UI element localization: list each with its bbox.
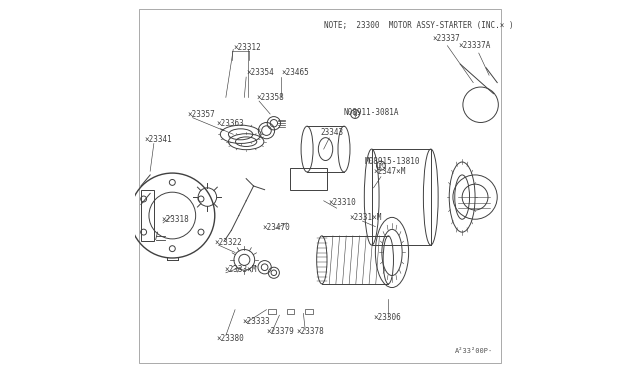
Text: ×23333: ×23333 xyxy=(243,317,270,326)
Text: ×2331×M: ×2331×M xyxy=(349,213,382,222)
Text: ×2347×M: ×2347×M xyxy=(374,167,406,176)
Text: ×23378: ×23378 xyxy=(296,327,324,336)
Text: ×2333×M: ×2333×M xyxy=(224,265,257,274)
Text: ×23357: ×23357 xyxy=(187,110,215,119)
Text: ×23380: ×23380 xyxy=(216,334,244,343)
Bar xyxy=(291,167,328,190)
Bar xyxy=(305,309,312,314)
Text: ×23379: ×23379 xyxy=(266,327,294,336)
Text: ×23306: ×23306 xyxy=(374,313,401,322)
Bar xyxy=(141,190,154,241)
Text: ×23337: ×23337 xyxy=(433,34,460,43)
Text: A²33²00P·: A²33²00P· xyxy=(455,348,493,354)
Text: N08911-3081A: N08911-3081A xyxy=(344,108,399,118)
Text: ×23310: ×23310 xyxy=(328,198,356,207)
Text: 23343: 23343 xyxy=(321,128,344,137)
Text: ×23358: ×23358 xyxy=(257,93,284,102)
Text: ×23354: ×23354 xyxy=(246,68,274,77)
Text: ×23465: ×23465 xyxy=(281,68,309,77)
Text: ×23322: ×23322 xyxy=(215,238,243,247)
Text: NOTE;  23300  MOTOR ASSY-STARTER (INC.× ): NOTE; 23300 MOTOR ASSY-STARTER (INC.× ) xyxy=(324,21,513,30)
Text: ×23363: ×23363 xyxy=(216,119,244,128)
Text: ×23341: ×23341 xyxy=(145,135,172,144)
Text: ×23318: ×23318 xyxy=(161,215,189,224)
Text: M08915-13810: M08915-13810 xyxy=(364,157,420,166)
Bar xyxy=(287,309,294,314)
Text: ×23337A: ×23337A xyxy=(458,41,491,50)
Bar xyxy=(268,309,276,314)
Text: M: M xyxy=(380,163,383,168)
Text: ×23312: ×23312 xyxy=(233,43,261,52)
Text: N: N xyxy=(353,112,356,116)
Text: ×23470: ×23470 xyxy=(263,223,291,232)
